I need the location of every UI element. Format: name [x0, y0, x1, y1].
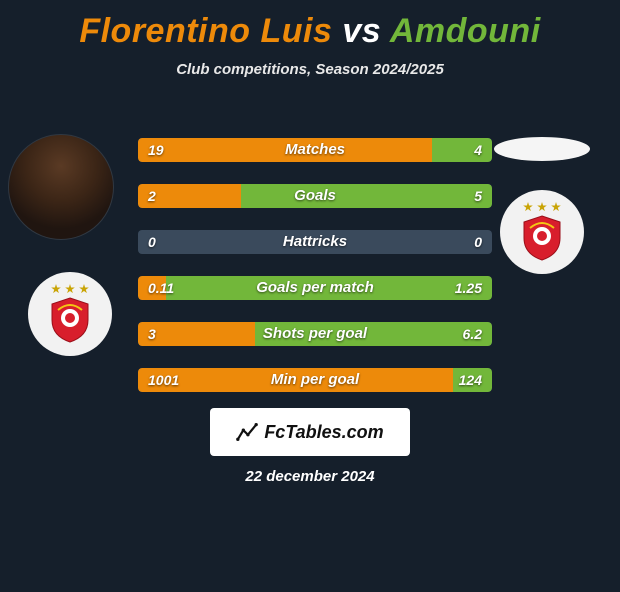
club-badge-right [500, 190, 584, 274]
stat-label: Goals [138, 184, 492, 208]
stat-row: 194Matches [138, 138, 492, 162]
club-stars-right [523, 202, 561, 212]
stat-row: 1001124Min per goal [138, 368, 492, 392]
player-right-avatar [494, 137, 590, 161]
stat-label: Shots per goal [138, 322, 492, 346]
title-left-name: Florentino Luis [79, 12, 332, 50]
club-shield-left [48, 296, 92, 344]
stat-row: 00Hattricks [138, 230, 492, 254]
player-left-avatar [8, 134, 114, 240]
chart-icon [236, 421, 258, 443]
star-icon [65, 284, 75, 294]
branding-badge: FcTables.com [210, 408, 410, 456]
star-icon [51, 284, 61, 294]
title-vs: vs [332, 12, 389, 50]
star-icon [537, 202, 547, 212]
title-right-name: Amdouni [390, 12, 541, 50]
star-icon [523, 202, 533, 212]
star-icon [551, 202, 561, 212]
stats-table: 194Matches 25Goals 00Hattricks 0.111.25Goal… [138, 138, 492, 414]
star-icon [79, 284, 89, 294]
club-badge-left [28, 272, 112, 356]
club-stars-left [51, 284, 89, 294]
stat-label: Min per goal [138, 368, 492, 392]
stat-row: 0.111.25Goals per match [138, 276, 492, 300]
page-title: Florentino Luis vs Amdouni [0, 12, 620, 51]
date-text: 22 december 2024 [0, 468, 620, 485]
stat-label: Hattricks [138, 230, 492, 254]
stat-row: 36.2Shots per goal [138, 322, 492, 346]
branding-text: FcTables.com [264, 422, 383, 443]
stat-label: Matches [138, 138, 492, 162]
club-shield-right [520, 214, 564, 262]
stat-label: Goals per match [138, 276, 492, 300]
subtitle: Club competitions, Season 2024/2025 [0, 61, 620, 78]
stat-row: 25Goals [138, 184, 492, 208]
